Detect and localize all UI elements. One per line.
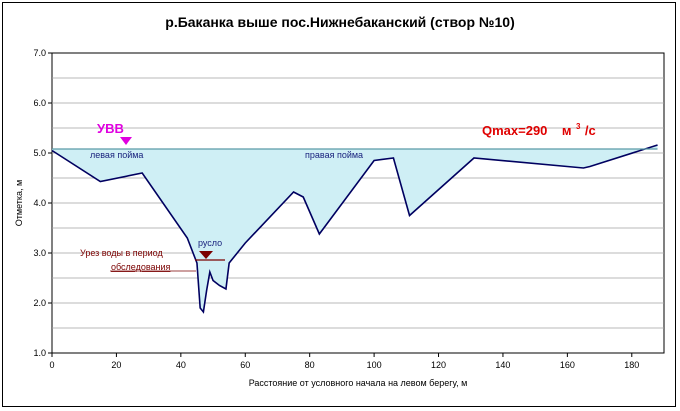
grid-lines [52, 77, 664, 329]
chart-title: р.Баканка выше пос.Нижнебаканский (створ… [165, 14, 515, 30]
x-tick-label: 100 [367, 360, 382, 370]
uvv-marker-icon [120, 137, 132, 145]
area-layer [51, 144, 658, 314]
qmax-unit-tail: /с [585, 123, 596, 138]
y-tick-label: 3.0 [33, 248, 46, 258]
x-tick-label: 80 [305, 360, 315, 370]
water-area [52, 145, 658, 312]
qmax-unit-sup: 3 [576, 122, 581, 131]
x-axis-label: Расстояние от условного начала на левом … [249, 378, 468, 388]
channel-label: русло [198, 238, 222, 248]
left-floodplain-label: левая пойма [90, 150, 143, 160]
x-ticks: 0 20 40 60 80 100 120 140 160 180 [49, 353, 639, 370]
y-axis-label: Отметка, м [14, 180, 24, 226]
qmax-unit: м [562, 123, 572, 138]
qmax-label: Qmax=290 м 3 /с [482, 116, 596, 139]
survey-water-marker-icon [199, 251, 213, 259]
y-tick-label: 1.0 [33, 348, 46, 358]
y-tick-label: 5.0 [33, 148, 46, 158]
y-tick-label: 7.0 [33, 48, 46, 58]
right-floodplain-label: правая пойма [305, 150, 363, 160]
y-ticks: 1.0 2.0 3.0 4.0 5.0 6.0 7.0 [33, 48, 52, 358]
x-tick-label: 120 [431, 360, 446, 370]
survey-label-line2: обследования [111, 262, 171, 272]
x-tick-label: 60 [240, 360, 250, 370]
uvv-label: УВВ [97, 121, 124, 136]
x-tick-label: 180 [624, 360, 639, 370]
x-tick-label: 160 [560, 360, 575, 370]
y-tick-label: 2.0 [33, 298, 46, 308]
x-tick-label: 20 [111, 360, 121, 370]
x-tick-label: 0 [49, 360, 54, 370]
qmax-value: Qmax=290 [482, 123, 547, 138]
x-tick-label: 40 [176, 360, 186, 370]
y-tick-label: 6.0 [33, 98, 46, 108]
x-tick-label: 140 [495, 360, 510, 370]
survey-label-line1: Урез воды в период [80, 248, 163, 258]
y-tick-label: 4.0 [33, 198, 46, 208]
bed-profile-line [51, 144, 658, 314]
